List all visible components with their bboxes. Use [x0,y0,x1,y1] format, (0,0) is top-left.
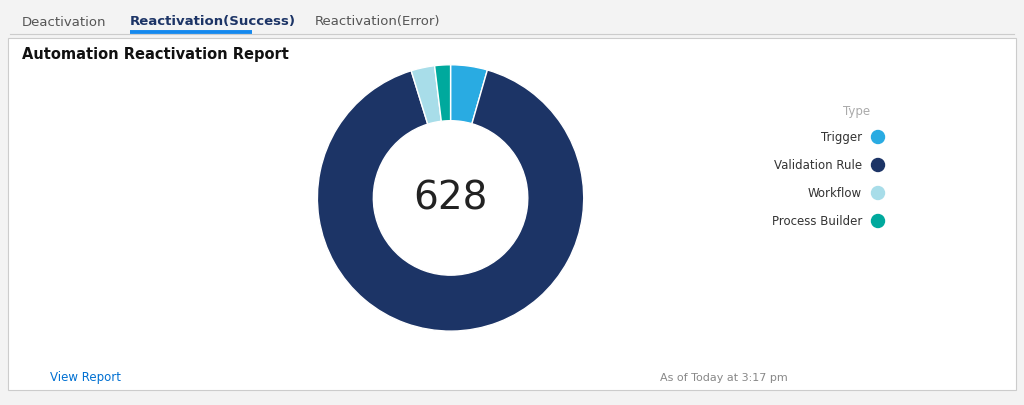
Text: Reactivation(Error): Reactivation(Error) [315,15,440,28]
Text: View Report: View Report [50,371,121,384]
Circle shape [871,187,885,200]
Text: Deactivation: Deactivation [22,15,106,28]
Circle shape [871,131,885,144]
Text: 628: 628 [414,179,487,217]
Text: Reactivation(Success): Reactivation(Success) [130,15,296,28]
Wedge shape [434,66,451,122]
Text: Type: Type [843,104,870,117]
Wedge shape [317,71,584,331]
Text: Workflow: Workflow [808,187,862,200]
Text: As of Today at 3:17 pm: As of Today at 3:17 pm [660,372,787,382]
FancyBboxPatch shape [8,39,1016,390]
Circle shape [871,215,885,228]
Wedge shape [412,66,441,125]
Circle shape [871,159,885,172]
Text: Validation Rule: Validation Rule [774,159,862,172]
Text: Automation Reactivation Report: Automation Reactivation Report [22,47,289,61]
Text: Process Builder: Process Builder [772,215,862,228]
Text: Trigger: Trigger [821,131,862,144]
Wedge shape [451,66,487,124]
